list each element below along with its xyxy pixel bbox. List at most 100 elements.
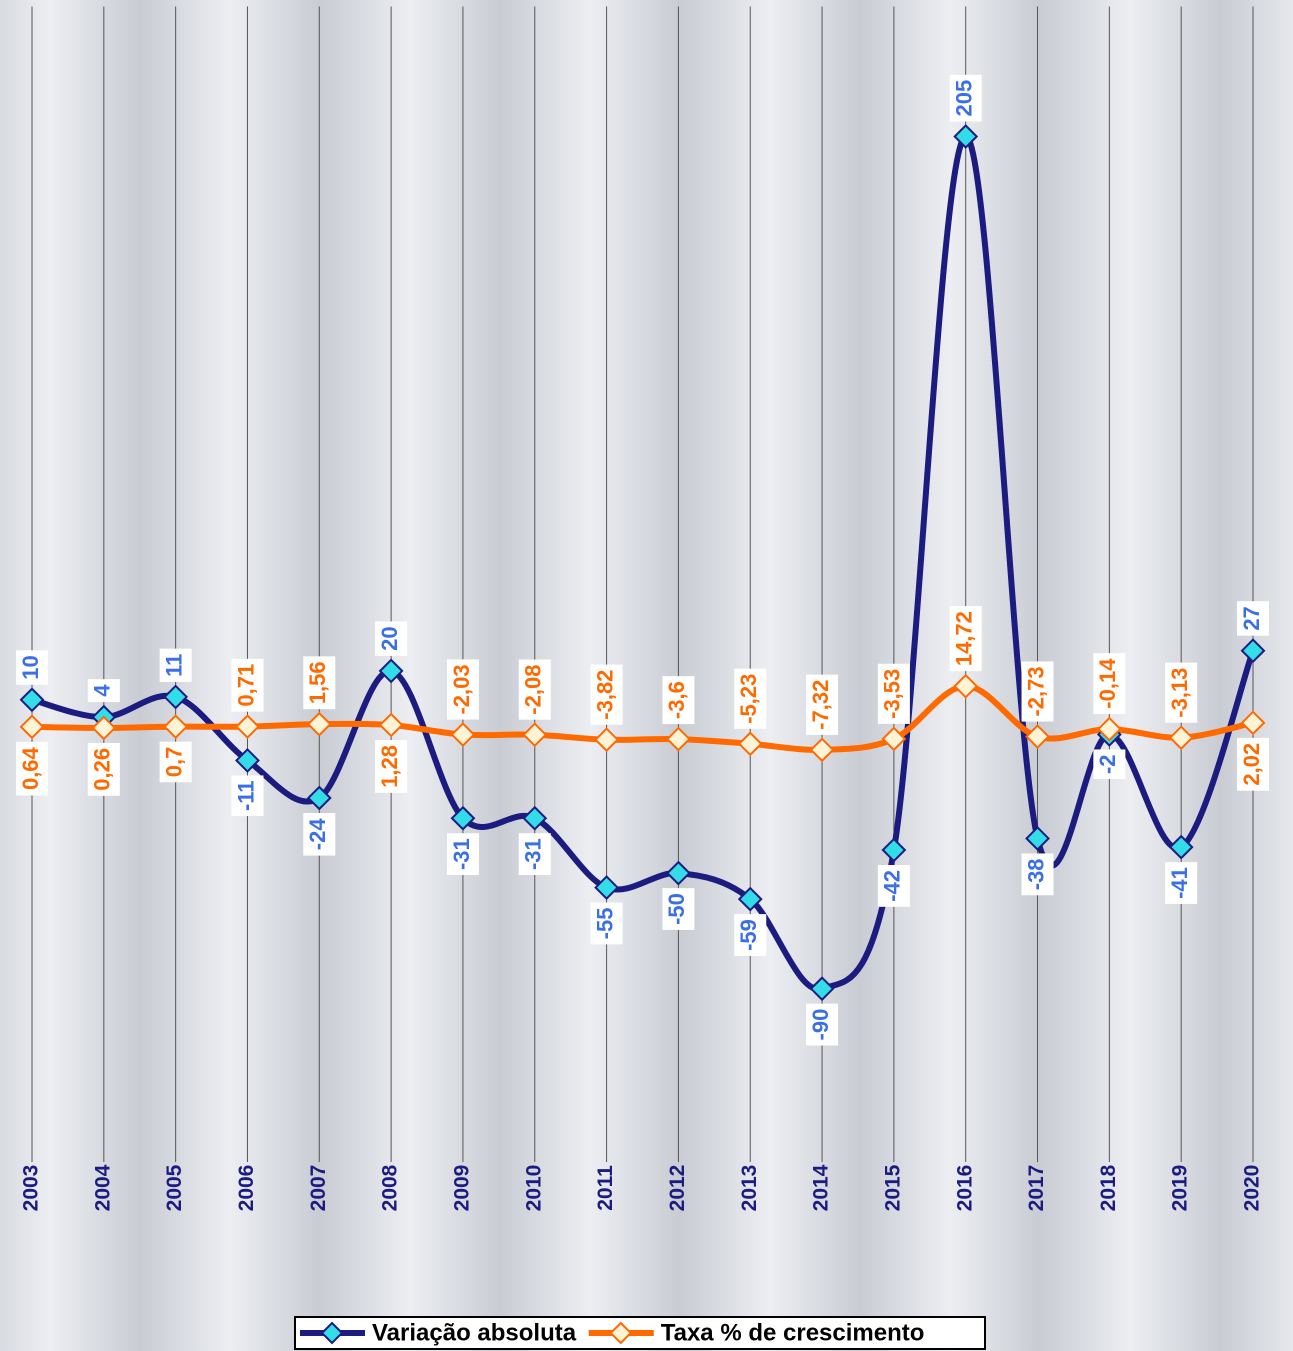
data-label: -3,53 [880,669,905,719]
marker [737,886,763,912]
label-bg [1237,737,1269,791]
label-bg [231,775,264,817]
marker [737,731,763,757]
marker [378,658,404,684]
data-label: -7,32 [808,680,833,730]
legend-marker [320,1321,344,1345]
label-bg [1093,749,1126,780]
data-label: -31 [521,838,546,870]
label-bg [662,888,695,930]
data-label: 0,26 [90,748,115,791]
label-bg [87,742,120,796]
data-label: -2,03 [449,664,474,714]
label-bg [806,674,839,735]
data-label: -2 [1095,754,1120,774]
marker [378,712,404,738]
label-bg [375,739,408,793]
data-label: -11 [233,780,258,811]
marker [665,860,691,886]
label-bg [1165,662,1198,723]
data-label: 0,71 [233,664,258,707]
label-bg [590,902,623,945]
marker [953,673,979,699]
marker [306,785,332,811]
data-label: -3,82 [592,670,617,720]
label-bg [87,679,120,703]
data-label: -3,13 [1167,668,1192,718]
marker [1168,834,1194,860]
x-tick-label: 2009 [450,1165,473,1212]
label-bg [1165,862,1198,904]
legend-label: Taxa % de crescimento [661,1319,925,1346]
marker [19,687,45,713]
x-tick-label: 2020 [1241,1165,1264,1212]
label-bg [734,914,767,956]
data-label: -0,14 [1095,658,1120,709]
marker [1025,724,1050,749]
data-label: 1,28 [377,745,402,788]
data-label: -42 [880,870,905,902]
marker [450,805,476,831]
marker [1096,716,1122,742]
label-bg [231,658,264,712]
label-bg [446,659,479,720]
label-bg [16,650,48,685]
marker [19,714,45,740]
x-tick-label: 2004 [91,1164,114,1211]
label-bg [1021,853,1054,896]
x-tick-label: 2016 [953,1165,976,1212]
x-tick-label: 2003 [20,1165,43,1212]
data-label: 20 [377,626,402,650]
label-bg [949,74,982,122]
data-label: -2,08 [521,665,546,715]
marker [1025,826,1050,851]
marker [306,711,332,737]
data-label: 0,64 [18,746,43,790]
label-bg [1021,661,1054,722]
data-label: 14,72 [952,611,977,666]
data-label: 2,02 [1239,743,1264,786]
x-tick-label: 2019 [1169,1165,1192,1212]
marker [163,714,189,740]
data-label: -55 [592,908,617,940]
label-bg [877,865,910,907]
marker [1240,638,1266,664]
data-label: -59 [736,919,761,951]
marker [163,684,189,710]
data-label: -24 [305,818,330,851]
label-bg [518,833,551,876]
label-bg [446,833,479,876]
marker [1168,725,1194,751]
data-label: -5,23 [736,674,761,724]
x-tick-label: 2017 [1025,1165,1048,1212]
label-bg [375,621,408,656]
marker [235,748,260,773]
marker [809,737,835,763]
data-label: -2,73 [1023,666,1048,716]
data-label: 27 [1239,606,1264,630]
x-tick-label: 2005 [163,1164,186,1211]
marker [594,875,620,900]
data-label: 4 [90,684,115,697]
label-bg [662,676,695,725]
data-label: -50 [664,893,689,925]
label-bg [1093,653,1126,715]
marker [522,805,548,831]
series-line [31,133,1256,992]
x-tick-label: 2015 [881,1164,904,1211]
data-label: 1,56 [305,661,330,704]
x-tick-label: 2011 [594,1165,617,1211]
marker [953,124,979,149]
data-label: 0,7 [161,747,186,778]
legend-label: Variação absoluta [372,1319,577,1346]
marker [1240,710,1266,736]
label-bg [806,1003,839,1046]
label-bg [877,663,910,724]
legend-marker [609,1321,633,1345]
x-tick-label: 2008 [379,1164,402,1211]
data-label: 205 [952,80,977,117]
x-tick-label: 2013 [738,1165,761,1212]
x-tick-label: 2018 [1097,1164,1120,1211]
